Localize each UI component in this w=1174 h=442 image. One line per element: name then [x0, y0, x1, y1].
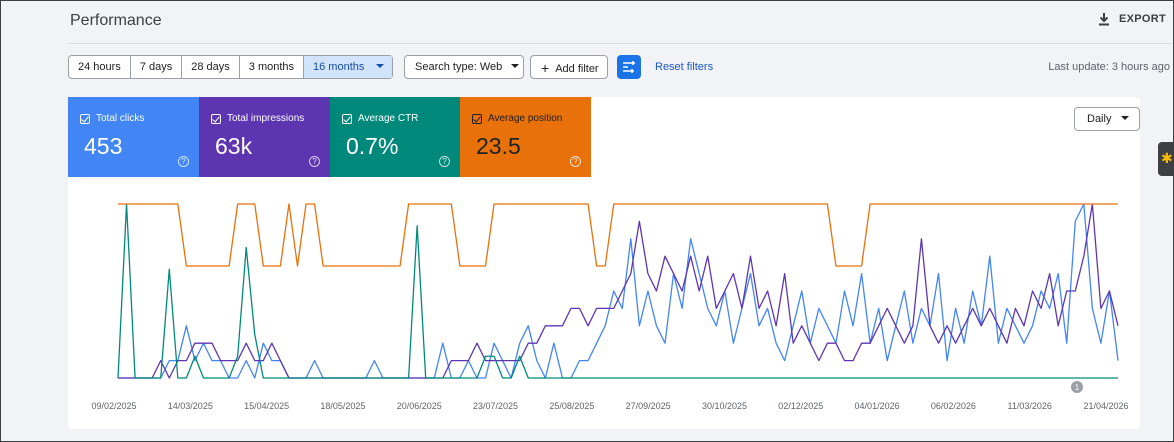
download-icon: [1098, 13, 1109, 26]
metric-total-impressions[interactable]: Total impressions 63k ?: [199, 97, 330, 177]
page-title: Performance: [70, 12, 162, 29]
x-tick-label: 02/12/2025: [778, 401, 823, 411]
date-range-16m-label: 16 months: [313, 61, 365, 73]
x-tick-label: 14/03/2025: [168, 401, 213, 411]
filter-bar: 24 hours 7 days 28 days 3 months 16 mont…: [68, 55, 1172, 79]
metric-value: 23.5: [476, 133, 521, 159]
reset-filters-link[interactable]: Reset filters: [655, 61, 714, 73]
help-icon[interactable]: ?: [178, 156, 189, 167]
date-range-24h[interactable]: 24 hours: [69, 56, 131, 78]
chart-series-line-1: [118, 203, 1119, 379]
metric-average-ctr[interactable]: Average CTR 0.7% ?: [330, 97, 460, 177]
checkbox-icon[interactable]: [472, 113, 482, 124]
metric-label: Total clicks: [96, 113, 145, 124]
annotation-marker-dot[interactable]: [1071, 381, 1083, 393]
date-range-3m[interactable]: 3 months: [240, 56, 305, 78]
annotation-marker-label: 1: [1075, 383, 1080, 392]
header-bar: Performance EXPORT: [68, 0, 1172, 44]
performance-chart: 09/02/2025 14/03/2025 15/04/2025 18/05/2025…: [91, 203, 1129, 411]
granularity-label: Daily: [1087, 113, 1112, 125]
chevron-down-icon: [511, 64, 520, 69]
export-label: EXPORT: [1118, 13, 1166, 25]
search-type-label: Search type: Web: [415, 61, 503, 73]
x-tick-label: 30/10/2025: [702, 401, 747, 411]
x-tick-label: 15/04/2025: [244, 401, 289, 411]
x-tick-label: 25/08/2025: [549, 401, 594, 411]
side-extension-tab[interactable]: ✱: [1158, 142, 1174, 176]
x-tick-label: 18/05/2025: [320, 401, 365, 411]
chevron-down-icon: [376, 64, 385, 69]
filter-sliders-icon: [623, 61, 635, 73]
metric-label: Average CTR: [358, 113, 419, 124]
metric-value: 63k: [215, 133, 253, 159]
chart-series-line-3: [118, 203, 1118, 267]
add-filter-button[interactable]: + Add filter: [530, 55, 608, 79]
help-icon[interactable]: ?: [570, 156, 581, 167]
divider: [391, 55, 392, 79]
x-tick-label: 11/03/2026: [1007, 401, 1051, 411]
metric-label: Total impressions: [227, 113, 305, 124]
metric-average-position[interactable]: Average position 23.5 ?: [460, 97, 591, 177]
sparkle-icon: ✱: [1161, 150, 1173, 166]
checkbox-icon[interactable]: [211, 113, 221, 124]
performance-card: Total clicks 453 ? Total impressions 63k…: [68, 97, 1140, 429]
chart-series-line-2: [117, 203, 1118, 379]
x-tick-label: 21/04/2026: [1083, 401, 1128, 411]
last-update-text: Last update: 3 hours ago: [1048, 61, 1170, 73]
plus-icon: +: [541, 60, 550, 76]
annotation-marker[interactable]: 1: [1071, 381, 1083, 393]
date-range-28d[interactable]: 28 days: [182, 56, 240, 78]
checkbox-icon[interactable]: [342, 113, 352, 124]
add-filter-label: Add filter: [555, 63, 599, 75]
granularity-dropdown[interactable]: Daily: [1074, 107, 1140, 131]
metric-label: Average position: [488, 113, 563, 124]
metric-value: 453: [84, 133, 123, 159]
chevron-down-icon: [1121, 116, 1130, 121]
x-tick-label: 04/01/2026: [855, 401, 900, 411]
export-button[interactable]: EXPORT: [1097, 12, 1166, 26]
search-type-dropdown[interactable]: Search type: Web: [404, 55, 524, 79]
x-tick-label: 06/02/2026: [931, 401, 976, 411]
metric-value: 0.7%: [346, 133, 399, 159]
x-tick-label: 27/09/2025: [626, 401, 671, 411]
metric-total-clicks[interactable]: Total clicks 453 ?: [68, 97, 199, 177]
checkbox-icon[interactable]: [80, 113, 90, 124]
help-icon[interactable]: ?: [309, 156, 320, 167]
date-range-selector: 24 hours 7 days 28 days 3 months 16 mont…: [68, 55, 394, 79]
help-icon[interactable]: ?: [439, 156, 450, 167]
x-tick-label: 09/02/2025: [91, 401, 136, 411]
date-range-7d[interactable]: 7 days: [131, 56, 183, 78]
filter-settings-button[interactable]: [617, 55, 641, 79]
x-tick-label: 20/06/2025: [397, 401, 442, 411]
x-tick-label: 23/07/2025: [473, 401, 518, 411]
date-range-16m[interactable]: 16 months: [304, 56, 393, 78]
